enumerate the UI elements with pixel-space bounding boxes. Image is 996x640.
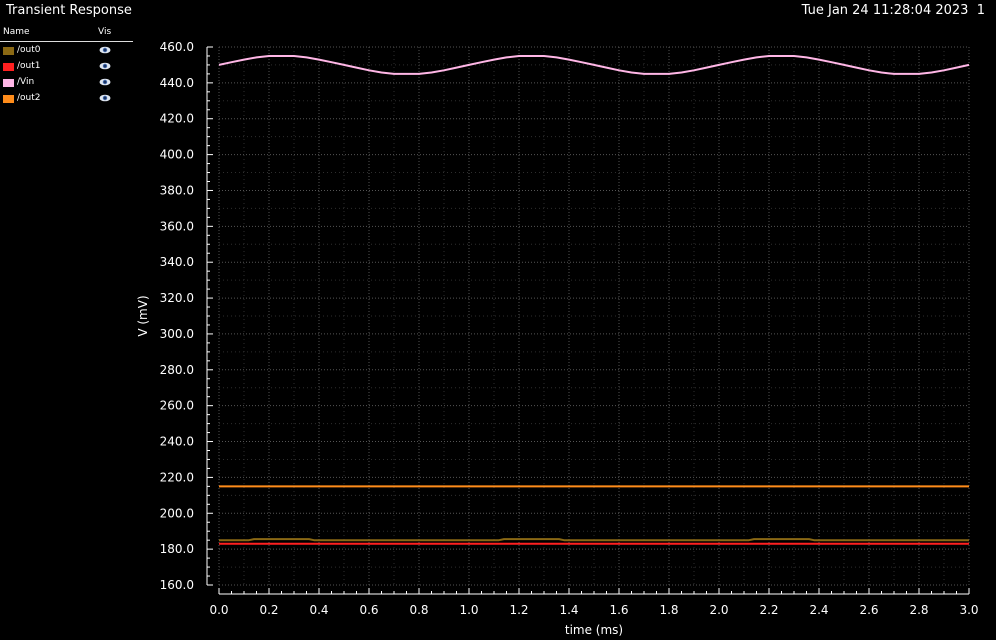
x-tick-label: 1.2: [509, 603, 528, 617]
x-axis-label: time (ms): [565, 623, 623, 637]
y-tick-label: 160.0: [160, 578, 194, 592]
y-tick-label: 260.0: [160, 399, 194, 413]
x-tick-label: 1.0: [459, 603, 478, 617]
y-axis-label: V (mV): [136, 295, 150, 336]
y-tick-label: 320.0: [160, 291, 194, 305]
y-tick-label: 180.0: [160, 542, 194, 556]
x-tick-label: 0.2: [259, 603, 278, 617]
x-tick-label: 1.4: [559, 603, 578, 617]
y-tick-label: 400.0: [160, 148, 194, 162]
x-tick-label: 2.0: [709, 603, 728, 617]
y-tick-label: 360.0: [160, 219, 194, 233]
x-tick-label: 1.8: [659, 603, 678, 617]
x-tick-label: 2.4: [809, 603, 828, 617]
y-tick-label: 220.0: [160, 470, 194, 484]
y-tick-label: 440.0: [160, 76, 194, 90]
x-tick-label: 0.8: [409, 603, 428, 617]
y-tick-label: 340.0: [160, 255, 194, 269]
x-tick-label: 0.0: [209, 603, 228, 617]
x-tick-label: 2.6: [859, 603, 878, 617]
x-tick-label: 3.0: [959, 603, 978, 617]
series-line-out0: [219, 539, 969, 540]
y-tick-label: 280.0: [160, 363, 194, 377]
y-tick-label: 200.0: [160, 506, 194, 520]
x-tick-label: 0.4: [309, 603, 328, 617]
y-tick-label: 460.0: [160, 40, 194, 54]
x-tick-label: 2.2: [759, 603, 778, 617]
x-tick-label: 2.8: [909, 603, 928, 617]
y-tick-label: 240.0: [160, 435, 194, 449]
x-tick-label: 1.6: [609, 603, 628, 617]
y-tick-label: 300.0: [160, 327, 194, 341]
y-tick-label: 420.0: [160, 112, 194, 126]
y-tick-label: 380.0: [160, 183, 194, 197]
x-tick-label: 0.6: [359, 603, 378, 617]
